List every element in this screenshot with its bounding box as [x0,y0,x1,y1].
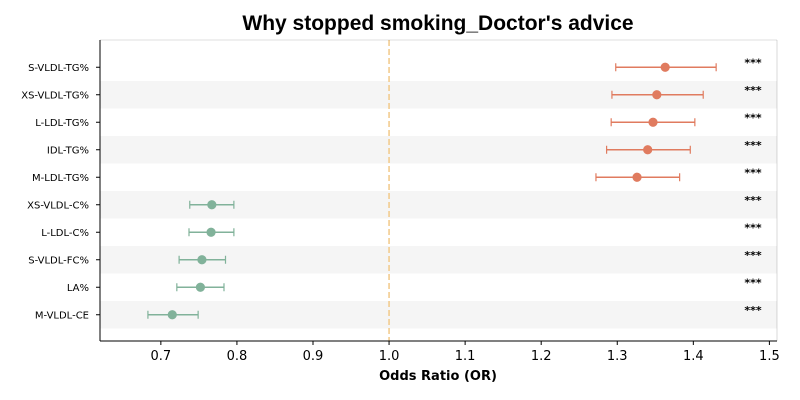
x-tick-label: 1.2 [531,349,552,364]
category-label: S-VLDL-TG% [28,63,89,74]
x-tick-label: 1.1 [455,349,476,364]
significance-label: *** [744,194,762,207]
significance-label: *** [744,166,762,179]
significance-label: *** [744,221,762,234]
point-estimate [195,282,206,292]
category-label: S-VLDL-FC% [28,255,89,266]
significance-label: *** [744,249,762,262]
x-tick-label: 1.3 [607,349,628,364]
point-estimate [206,227,216,237]
significance-label: *** [744,276,762,289]
x-tick-label: 1.5 [759,349,780,364]
category-label: IDL-TG% [47,145,89,156]
significance-label: *** [744,84,762,97]
category-label: XS-VLDL-TG% [21,90,89,101]
category-label: M-VLDL-CE [35,310,89,321]
x-tick-label: 0.7 [151,349,172,364]
x-axis-label: Odds Ratio (OR) [379,369,497,384]
point-estimate [167,310,177,320]
category-label: L-LDL-TG% [35,118,89,129]
point-estimate [660,62,670,72]
category-label: L-LDL-C% [41,228,89,239]
x-tick-label: 1.4 [683,349,704,364]
significance-label: *** [744,304,762,317]
significance-label: *** [744,111,762,124]
significance-label: *** [744,139,762,152]
axes: S-VLDL-TG% XS-VLDL-TG% L-LDL-TG% IDL-TG% M-L… [21,39,780,364]
category-label: M-LDL-TG% [32,173,89,184]
point-estimate [632,172,642,182]
category-label: LA% [67,283,89,294]
significance-label: *** [744,56,762,69]
point-estimate [207,200,217,210]
chart-title: Why stopped smoking_Doctor's advice [242,12,633,35]
x-tick-label: 0.8 [227,349,248,364]
category-label: XS-VLDL-C% [27,200,89,211]
row-band [100,301,777,329]
x-tick-label: 1.0 [379,349,400,364]
point-estimate [652,90,662,100]
data-marks: *** *** *** *** *** *** *** *** *** *** [147,56,762,320]
x-tick-label: 0.9 [303,349,324,364]
point-estimate [643,145,653,155]
point-estimate [197,255,207,265]
point-estimate [648,117,658,127]
